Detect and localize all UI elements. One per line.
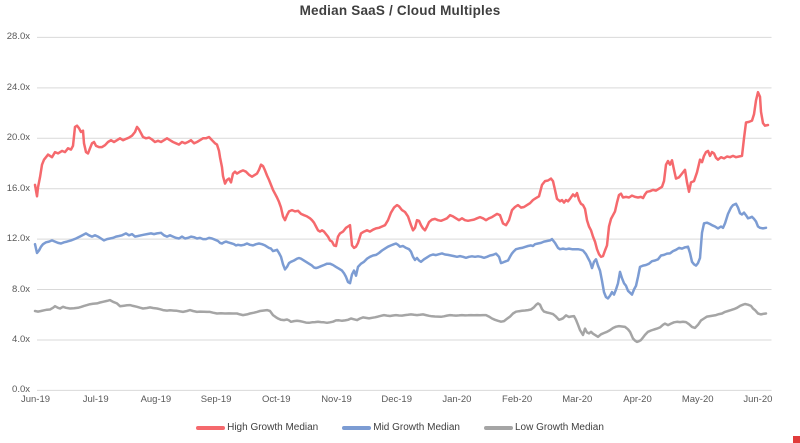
legend-label: Mid Growth Median	[373, 422, 460, 433]
y-axis-tick-label: 16.0x	[6, 182, 30, 194]
y-axis-tick-label: 28.0x	[6, 31, 30, 43]
x-axis-tick-label: Jun-20	[743, 394, 773, 405]
legend-item-high-growth-median: High Growth Median	[196, 422, 318, 433]
legend-item-low-growth-median: Low Growth Median	[483, 422, 604, 433]
series-line-mid-growth-median	[33, 202, 768, 300]
x-axis-tick-label: Oct-19	[262, 394, 291, 405]
y-axis-tick-label: 24.0x	[6, 81, 30, 93]
legend-line-swatch	[196, 425, 226, 430]
x-axis-tick-label: Jun-19	[20, 394, 51, 405]
x-axis-tick-label: May-20	[681, 394, 714, 405]
series-line-low-growth-median	[33, 298, 768, 344]
chart-legend: High Growth Median Mid Growth Median Low G…	[0, 422, 800, 433]
y-axis-tick-label: 0.0x	[12, 384, 30, 396]
series-line-high-growth-median	[33, 90, 770, 259]
chart-title: Median SaaS / Cloud Multiples	[299, 3, 501, 18]
x-axis-tick-label: Aug-19	[140, 394, 172, 405]
x-axis-tick-label: Nov-19	[321, 394, 352, 405]
x-axis-tick-label: Dec-19	[381, 394, 412, 405]
x-axis-tick-label: Feb-20	[502, 394, 533, 405]
y-axis-tick-label: 4.0x	[12, 333, 30, 345]
legend-line-swatch	[342, 425, 372, 430]
x-axis-tick-label: Sep-19	[200, 394, 232, 405]
legend-item-mid-growth-median: Mid Growth Median	[342, 422, 460, 433]
legend-label: High Growth Median	[227, 422, 319, 433]
legend-line-swatch	[483, 425, 513, 430]
y-axis-tick-label: 20.0x	[6, 132, 30, 144]
x-axis-tick-label: Jan-20	[442, 394, 472, 405]
corner-marker	[793, 436, 800, 443]
x-axis-tick-label: Jul-19	[82, 394, 109, 405]
y-axis-tick-label: 12.0x	[6, 233, 30, 245]
y-axis-tick-label: 8.0x	[12, 283, 30, 295]
x-axis-tick-label: Mar-20	[562, 394, 593, 405]
x-axis-tick-label: Apr-20	[623, 394, 652, 405]
legend-label: Low Growth Median	[514, 422, 604, 433]
